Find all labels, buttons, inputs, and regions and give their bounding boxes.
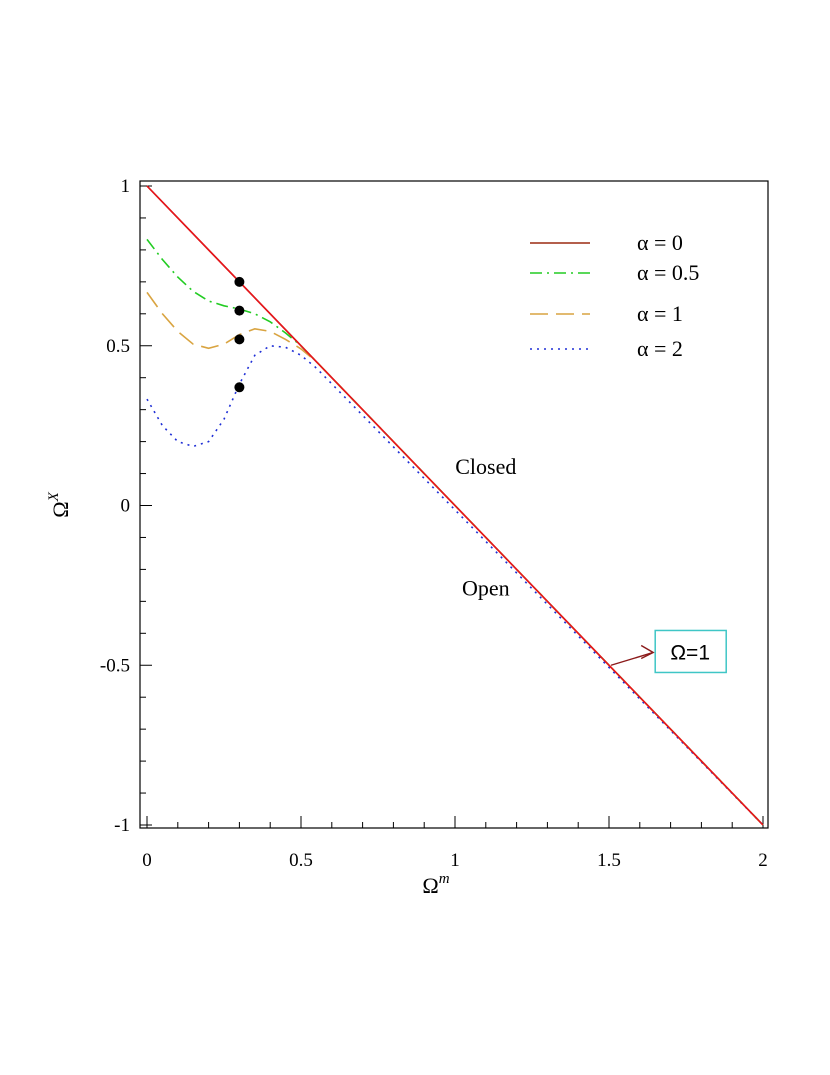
x-axis-title: Ωm xyxy=(422,871,449,898)
x-tick-label: 1.5 xyxy=(597,850,621,871)
reference-line-omega-1 xyxy=(146,185,764,826)
y-tick-label: 0 xyxy=(121,496,131,517)
y-tick-label: -0.5 xyxy=(100,655,130,676)
series-line-1 xyxy=(146,238,764,826)
series-line-3 xyxy=(146,344,764,826)
x-tick-label: 2 xyxy=(758,850,768,871)
x-axis-ticks: 0 0.5 1 1.5 2 xyxy=(142,816,768,871)
y-axis-title: ΩX xyxy=(46,491,73,517)
y-axis-superscript: X xyxy=(46,491,62,502)
series-line-2 xyxy=(146,291,764,826)
annotation-open: Open xyxy=(462,576,510,601)
marker-point xyxy=(234,276,245,287)
marker-point xyxy=(234,382,245,393)
arrow-head-icon xyxy=(640,644,655,660)
x-tick-label: 0.5 xyxy=(289,850,313,871)
x-tick-label: 1 xyxy=(450,850,460,871)
y-axis-symbol: Ω xyxy=(48,501,73,517)
legend: α = 0 α = 0.5 α = 1 α = 2 xyxy=(530,230,699,361)
x-axis-superscript: m xyxy=(439,871,450,887)
y-tick-label: 0.5 xyxy=(106,336,130,357)
legend-label-2: α = 1 xyxy=(637,301,683,326)
legend-label-0: α = 0 xyxy=(637,230,683,255)
plot-frame xyxy=(139,180,769,829)
marker-point xyxy=(234,334,245,345)
x-tick-label: 0 xyxy=(142,850,152,871)
arrow-line xyxy=(610,651,654,666)
omega-label-box xyxy=(654,629,727,674)
marker-point xyxy=(234,305,245,316)
omega-label-text: Ω=1 xyxy=(670,641,710,664)
y-tick-label: -1 xyxy=(114,815,130,836)
annotations: Closed Open Ω=1 xyxy=(455,454,727,674)
legend-label-1: α = 0.5 xyxy=(637,260,699,285)
y-axis-ticks: 1 0.5 0 -0.5 -1 xyxy=(100,176,152,836)
annotation-closed: Closed xyxy=(455,454,516,479)
x-axis-symbol: Ω xyxy=(422,873,438,898)
points-layer xyxy=(234,276,245,393)
legend-label-3: α = 2 xyxy=(637,336,683,361)
y-tick-label: 1 xyxy=(121,176,131,197)
